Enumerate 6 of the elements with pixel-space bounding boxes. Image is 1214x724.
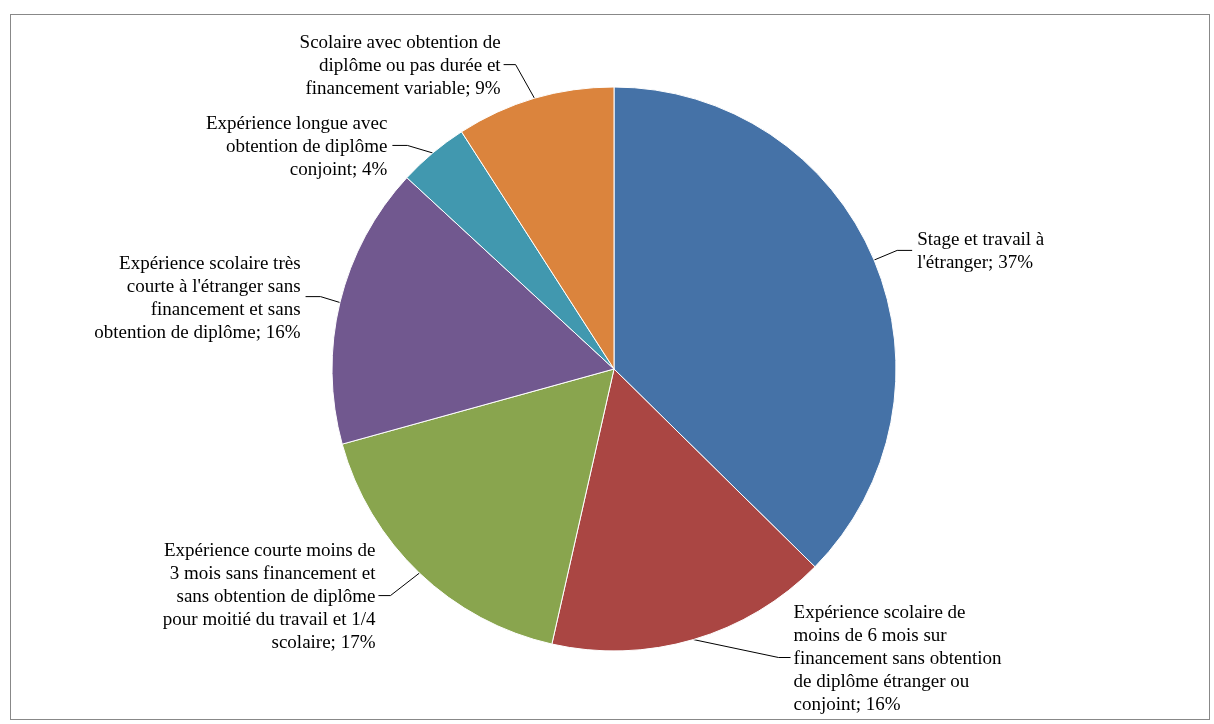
slice-label: Scolaire avec obtention de diplôme ou pas durée et financement variable; 9% xyxy=(299,31,502,99)
slice-label: Expérience scolaire très courte à l'étranger sans financement et sans obtention de diplôme; 16% xyxy=(94,251,301,342)
slice-label: Expérience longue avec obtention de diplôme conjoint; 4% xyxy=(205,111,388,179)
slice-label: Expérience courte moins de 3 mois sans financement et sans obtention de diplôme pour moitié du travail et 1/4 scolaire; 17% xyxy=(162,539,377,653)
slice-label: Stage et travail à l'étranger; 37% xyxy=(917,228,1045,273)
slice-label: Expérience scolaire de moins de 6 mois sur financement sans obtention de diplôme étranger ou conjoint; 16% xyxy=(793,601,1002,714)
